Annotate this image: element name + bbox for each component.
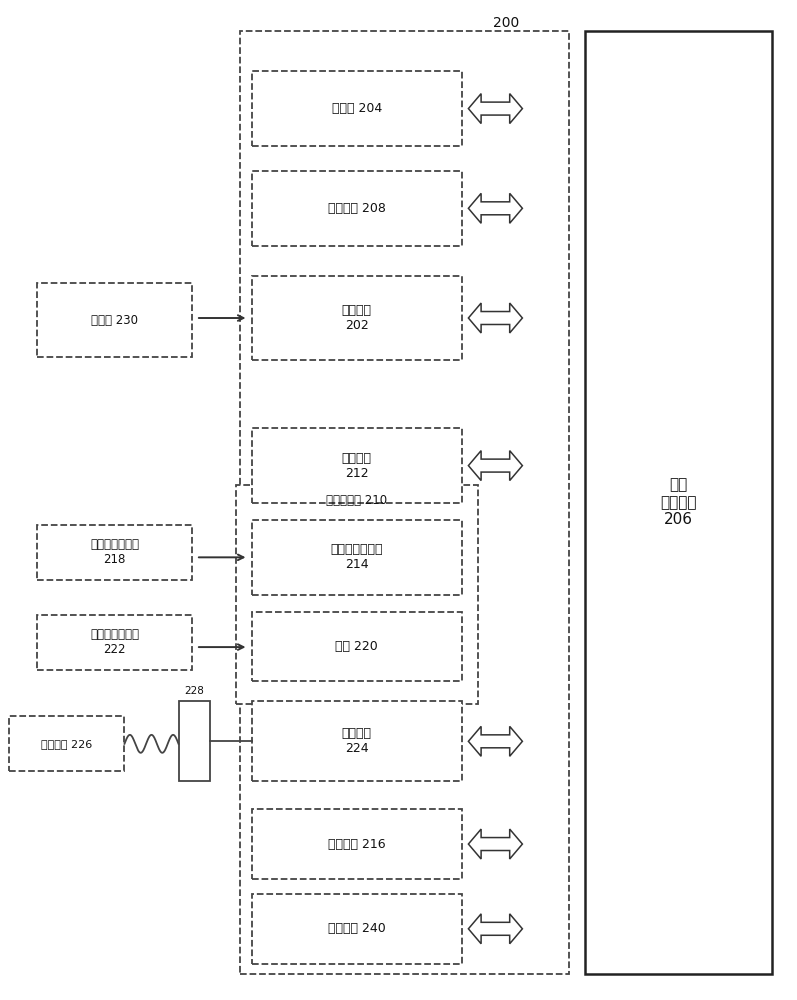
Text: 输入设备 216: 输入设备 216 [328,838,386,851]
Bar [252,71,462,146]
Text: 通信
基础结构
206: 通信 基础结构 206 [660,478,697,527]
Bar [37,525,192,580]
Text: 可移除存储设备
214: 可移除存储设备 214 [331,543,383,571]
Bar [252,809,462,879]
Text: 第二存储器 210: 第二存储器 210 [326,494,387,507]
Text: 228: 228 [184,686,204,696]
Bar [252,701,462,781]
Polygon shape [469,193,522,223]
Polygon shape [469,726,522,756]
Text: 可移除存储单元
218: 可移除存储单元 218 [90,538,139,566]
Text: 通信接口
224: 通信接口 224 [342,727,372,755]
Text: 主存储器 208: 主存储器 208 [328,202,386,215]
Polygon shape [469,94,522,124]
Text: 通信路径 226: 通信路径 226 [41,739,92,749]
Bar [252,894,462,964]
Text: 存储设备
212: 存储设备 212 [342,452,372,480]
Polygon shape [469,303,522,333]
Polygon shape [469,829,522,859]
Text: 输出设备 240: 输出设备 240 [328,922,386,935]
Polygon shape [469,451,522,481]
Text: 显示器 230: 显示器 230 [91,314,138,327]
Bar [252,276,462,360]
Text: 接口 220: 接口 220 [336,640,379,653]
Bar [37,283,192,357]
Bar [252,171,462,246]
Text: 可移除存储单元
222: 可移除存储单元 222 [90,628,139,656]
Bar [179,701,210,781]
Polygon shape [469,914,522,944]
Bar [252,428,462,503]
Bar [585,31,771,974]
Bar [236,485,478,704]
Bar [37,615,192,670]
Bar [252,612,462,681]
Bar [240,31,569,974]
Text: 200: 200 [493,16,519,30]
Text: 处理器 204: 处理器 204 [332,102,382,115]
Bar [10,716,124,771]
Text: 显示界面
202: 显示界面 202 [342,304,372,332]
Bar [252,520,462,595]
